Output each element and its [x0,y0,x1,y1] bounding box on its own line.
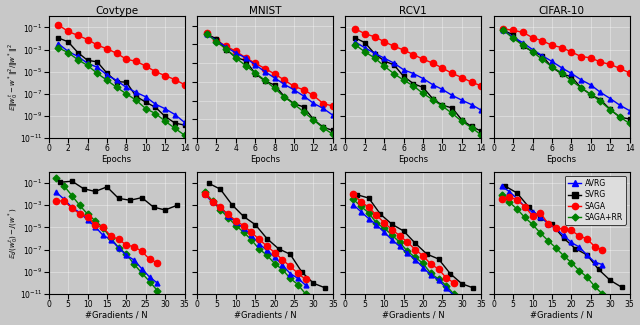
Title: MNIST: MNIST [249,6,281,16]
X-axis label: Epochs: Epochs [547,155,577,164]
Title: CIFAR-10: CIFAR-10 [539,6,585,16]
Y-axis label: $\mathbb{E}_t J(w_0^t) - J(w^*)$: $\mathbb{E}_t J(w_0^t) - J(w^*)$ [6,207,19,259]
X-axis label: #Gradients / N: #Gradients / N [382,310,445,319]
X-axis label: #Gradients / N: #Gradients / N [85,310,148,319]
X-axis label: Epochs: Epochs [398,155,428,164]
Title: RCV1: RCV1 [399,6,427,16]
X-axis label: #Gradients / N: #Gradients / N [234,310,296,319]
X-axis label: #Gradients / N: #Gradients / N [531,310,593,319]
Title: Covtype: Covtype [95,6,138,16]
Y-axis label: $\mathbb{E}\|w_0^t - w^*\|^2/\|w^*\|^2$: $\mathbb{E}\|w_0^t - w^*\|^2/\|w^*\|^2$ [6,43,19,111]
Legend: AVRG, SVRG, SAGA, SAGA+RR: AVRG, SVRG, SAGA, SAGA+RR [564,176,626,225]
X-axis label: Epochs: Epochs [102,155,132,164]
X-axis label: Epochs: Epochs [250,155,280,164]
